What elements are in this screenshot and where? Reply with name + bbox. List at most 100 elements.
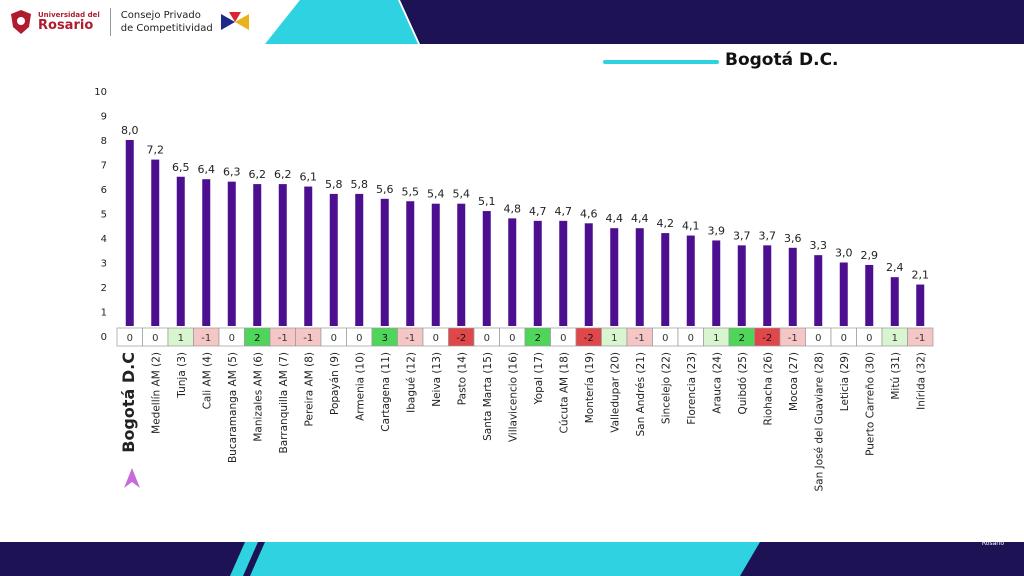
bar bbox=[584, 223, 593, 326]
y-tick-label: 2 bbox=[101, 283, 107, 294]
bar-value-label: 6,2 bbox=[274, 168, 292, 181]
rank-change-label: -2 bbox=[762, 333, 772, 344]
y-tick-label: 10 bbox=[94, 87, 107, 98]
bar-value-label: 6,3 bbox=[223, 166, 241, 179]
rank-change-label: 0 bbox=[841, 333, 847, 344]
bar-value-label: 3,9 bbox=[708, 224, 726, 237]
footer-band bbox=[0, 540, 1024, 576]
category-label: Popayán (9) bbox=[329, 352, 341, 415]
bar-value-label: 3,7 bbox=[733, 229, 751, 242]
bar bbox=[406, 201, 415, 326]
rank-change-label: -1 bbox=[278, 333, 288, 344]
bar bbox=[329, 193, 338, 326]
category-label: Arauca (24) bbox=[711, 352, 723, 414]
rank-change-label: 1 bbox=[713, 333, 719, 344]
bar-value-label: 2,1 bbox=[912, 269, 930, 282]
bar-value-label: 7,2 bbox=[147, 144, 165, 157]
category-label: Medellín AM (2) bbox=[150, 352, 162, 434]
category-label: Cúcuta AM (18) bbox=[558, 352, 570, 433]
rank-change-label: 2 bbox=[254, 333, 260, 344]
rank-change-label: 1 bbox=[611, 333, 617, 344]
bar-value-label: 4,4 bbox=[606, 212, 624, 225]
y-tick-label: 8 bbox=[101, 136, 107, 147]
bar-value-label: 4,6 bbox=[580, 207, 598, 220]
rank-change-label: 2 bbox=[739, 333, 745, 344]
category-label: Mocoa (27) bbox=[788, 352, 800, 411]
y-tick-label: 4 bbox=[101, 234, 107, 245]
bar-value-label: 6,2 bbox=[249, 168, 267, 181]
header-band bbox=[265, 0, 1024, 44]
bar-value-label: 5,4 bbox=[453, 188, 471, 201]
rank-change-label: 0 bbox=[331, 333, 337, 344]
y-tick-label: 1 bbox=[101, 308, 107, 319]
rank-change-label: 0 bbox=[560, 333, 566, 344]
rank-change-label: -1 bbox=[303, 333, 313, 344]
category-label: Cartagena (11) bbox=[380, 352, 392, 432]
bar bbox=[788, 247, 797, 326]
bar bbox=[355, 193, 364, 326]
rank-change-label: -2 bbox=[584, 333, 594, 344]
category-label: San José del Guaviare (28) bbox=[813, 352, 825, 492]
council-name: Consejo Privado de Competitividad bbox=[121, 9, 213, 35]
bar-value-label: 8,0 bbox=[121, 124, 139, 137]
bar-value-label: 3,7 bbox=[759, 229, 777, 242]
rank-change-label: 0 bbox=[484, 333, 490, 344]
bar bbox=[508, 218, 517, 326]
bar bbox=[635, 228, 644, 326]
university-crest-icon bbox=[11, 10, 31, 34]
category-label: Cali AM (4) bbox=[201, 352, 213, 409]
category-label: Bucaramanga AM (5) bbox=[227, 352, 239, 463]
university-name-small: Universidad del bbox=[38, 11, 100, 19]
bar bbox=[482, 211, 491, 326]
bar-value-label: 5,4 bbox=[427, 188, 445, 201]
y-tick-label: 5 bbox=[101, 210, 107, 221]
university-name: Universidad del Rosario bbox=[38, 11, 100, 33]
category-label: Valledupar (20) bbox=[609, 352, 621, 433]
y-tick-label: 3 bbox=[101, 259, 107, 270]
rank-change-label: 0 bbox=[229, 333, 235, 344]
category-label: Quibdó (25) bbox=[737, 352, 749, 414]
bar bbox=[125, 140, 134, 326]
bar-value-label: 5,6 bbox=[376, 183, 394, 196]
rank-change-label: 2 bbox=[535, 333, 541, 344]
bar bbox=[839, 262, 848, 326]
rank-change-label: 0 bbox=[127, 333, 133, 344]
rank-change-label: -1 bbox=[788, 333, 798, 344]
header-dark-band bbox=[400, 0, 1024, 44]
bar bbox=[712, 240, 721, 326]
category-label: Tunja (3) bbox=[176, 352, 188, 399]
bar-value-label: 3,3 bbox=[810, 239, 828, 252]
rank-change-label: 1 bbox=[892, 333, 898, 344]
rank-change-label: 1 bbox=[178, 333, 184, 344]
bar bbox=[533, 220, 542, 326]
y-tick-label: 7 bbox=[101, 161, 107, 172]
bar-value-label: 5,8 bbox=[351, 178, 369, 191]
university-name-big: Rosario bbox=[38, 18, 94, 33]
rank-change-label: 0 bbox=[688, 333, 694, 344]
rank-change-cell bbox=[907, 327, 934, 347]
title-accent-line bbox=[603, 60, 719, 64]
category-label: Inírida (32) bbox=[915, 352, 927, 410]
category-label: Armenia (10) bbox=[354, 352, 366, 421]
footer-white-left bbox=[0, 540, 1024, 542]
footer-logo: Rosario bbox=[978, 540, 1008, 560]
category-label: Bogotá D.C bbox=[119, 352, 138, 453]
footer-cyan-stripe-left bbox=[230, 542, 258, 576]
y-tick-label: 6 bbox=[101, 185, 107, 196]
bar-value-label: 6,4 bbox=[198, 163, 216, 176]
rank-change-label: -1 bbox=[915, 333, 925, 344]
category-label: Neiva (13) bbox=[431, 352, 443, 407]
y-tick-label: 0 bbox=[101, 332, 107, 343]
bar bbox=[253, 184, 262, 326]
header-cyan-band bbox=[265, 0, 410, 44]
category-label: Barranquilla AM (7) bbox=[278, 352, 290, 453]
bar bbox=[814, 255, 823, 326]
bar-value-label: 4,7 bbox=[555, 205, 573, 218]
rank-change-label: -1 bbox=[201, 333, 211, 344]
bar-value-label: 3,6 bbox=[784, 232, 802, 245]
rank-change-label: 3 bbox=[382, 333, 388, 344]
bar bbox=[559, 220, 568, 326]
bar-value-label: 5,8 bbox=[325, 178, 343, 191]
category-label: San Andrés (21) bbox=[635, 352, 647, 437]
category-label: Florencia (23) bbox=[686, 352, 698, 425]
